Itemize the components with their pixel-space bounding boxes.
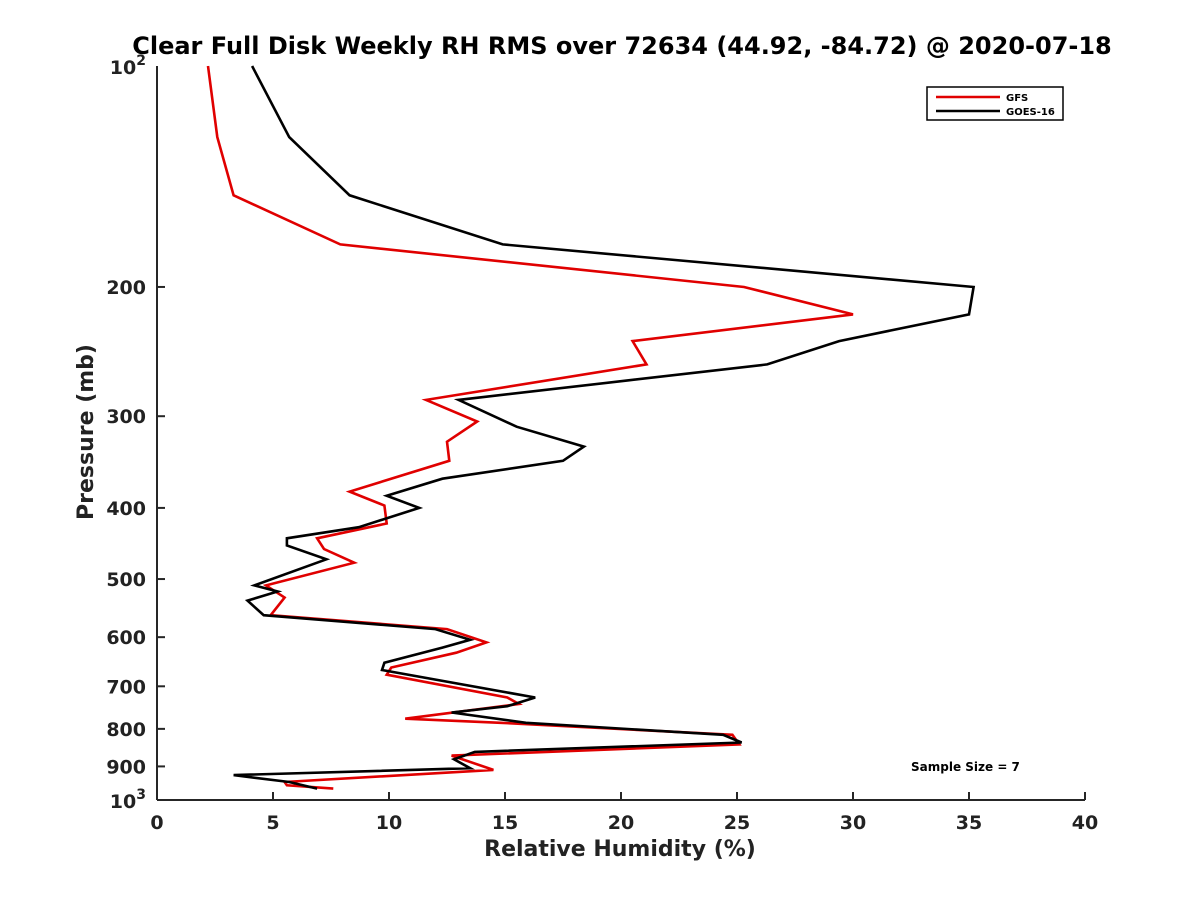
x-tick-label: 0 <box>150 812 163 834</box>
legend-label-goes-16: GOES-16 <box>1006 107 1055 118</box>
y-ticks: 200 300 400 500 600 700 800 900 102 103 <box>106 53 165 813</box>
chart-title: Clear Full Disk Weekly RH RMS over 72634… <box>132 32 1112 60</box>
y-tick-label-power: 102 <box>110 53 146 79</box>
legend: GFS GOES-16 <box>926 86 1064 121</box>
x-tick-label: 40 <box>1072 812 1098 834</box>
series-line-goes-16 <box>233 65 976 790</box>
x-tick-label: 15 <box>492 812 518 834</box>
y-tick-label: 900 <box>106 756 146 778</box>
y-tick-label: 300 <box>106 406 146 428</box>
y-axis-label: Pressure (mb) <box>74 344 99 520</box>
sample-size-annotation: Sample Size = 7 <box>911 760 1020 774</box>
series-line-gfs <box>206 65 854 790</box>
legend-box <box>926 86 1064 121</box>
plot-area: 0 5 10 15 20 25 30 35 40 200 300 400 500 600 700 800 90… <box>106 53 1098 834</box>
x-tick-label: 5 <box>266 812 279 834</box>
x-ticks: 0 5 10 15 20 25 30 35 40 <box>150 792 1098 834</box>
y-tick-label: 600 <box>106 627 146 649</box>
y-tick-label: 500 <box>106 569 146 591</box>
y-tick-label: 800 <box>106 719 146 741</box>
y-tick-label: 200 <box>106 277 146 299</box>
x-axis-label: Relative Humidity (%) <box>484 837 756 862</box>
x-tick-label: 35 <box>956 812 982 834</box>
y-tick-label: 400 <box>106 498 146 520</box>
y-tick-label: 700 <box>106 676 146 698</box>
x-tick-label: 20 <box>608 812 634 834</box>
y-tick-label-power: 103 <box>110 787 146 813</box>
x-tick-label: 30 <box>840 812 866 834</box>
legend-label-gfs: GFS <box>1006 93 1028 104</box>
x-tick-label: 10 <box>376 812 402 834</box>
series-layer <box>206 65 976 790</box>
x-tick-label: 25 <box>724 812 750 834</box>
